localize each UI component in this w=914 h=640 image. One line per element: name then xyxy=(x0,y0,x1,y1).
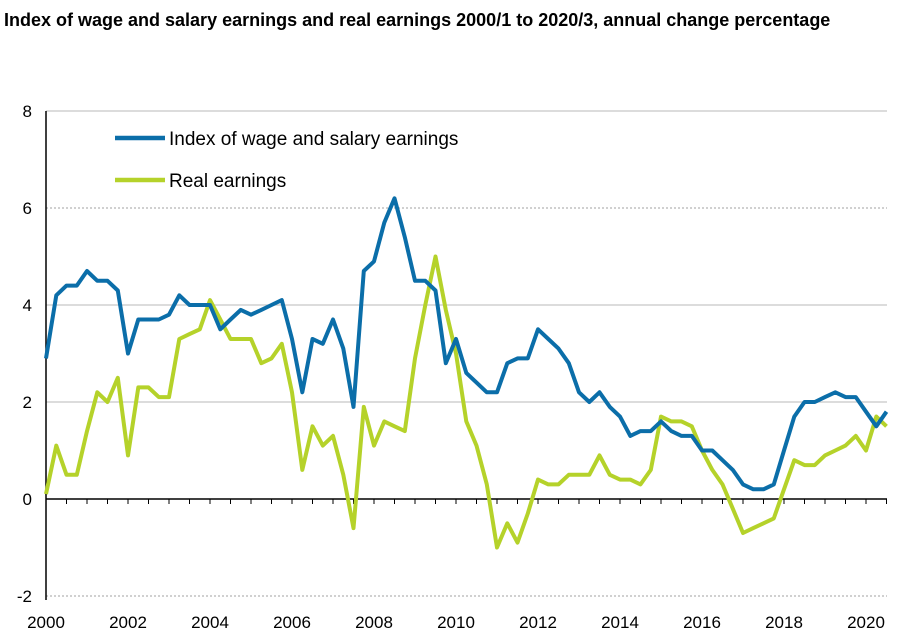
x-tick-label: 2004 xyxy=(191,613,229,632)
y-tick-label: -2 xyxy=(17,587,32,606)
x-tick-label: 2000 xyxy=(27,613,65,632)
x-tick-label: 2014 xyxy=(601,613,639,632)
y-tick-label: 4 xyxy=(23,296,32,315)
x-tick-label: 2020 xyxy=(847,613,885,632)
y-tick-label: 6 xyxy=(23,199,32,218)
x-tick-label: 2018 xyxy=(765,613,803,632)
x-tick-label: 2012 xyxy=(519,613,557,632)
series-lines xyxy=(44,196,889,550)
x-tick-label: 2008 xyxy=(355,613,393,632)
series-line-index-of-wage-and-salary-earnings xyxy=(44,196,889,492)
legend-label: Real earnings xyxy=(169,171,286,192)
x-tick-label: 2010 xyxy=(437,613,475,632)
y-tick-label: 2 xyxy=(23,393,32,412)
gridlines xyxy=(46,110,887,597)
x-tick-label: 2016 xyxy=(683,613,721,632)
legend-label: Index of wage and salary earnings xyxy=(169,129,458,150)
chart-title: Index of wage and salary earnings and re… xyxy=(4,10,831,30)
axes: -2 0 2 4 6 8 2000 2002 2004 2006 2008 2010 2012 2014 2… xyxy=(17,102,887,632)
x-tick-label: 2002 xyxy=(109,613,147,632)
x-tick-label: 2006 xyxy=(273,613,311,632)
series-line-real-earnings xyxy=(44,254,888,550)
y-tick-label: 8 xyxy=(23,102,32,121)
y-tick-label: 0 xyxy=(23,490,32,509)
legend: Index of wage and salary earnings Real ea… xyxy=(115,129,458,192)
